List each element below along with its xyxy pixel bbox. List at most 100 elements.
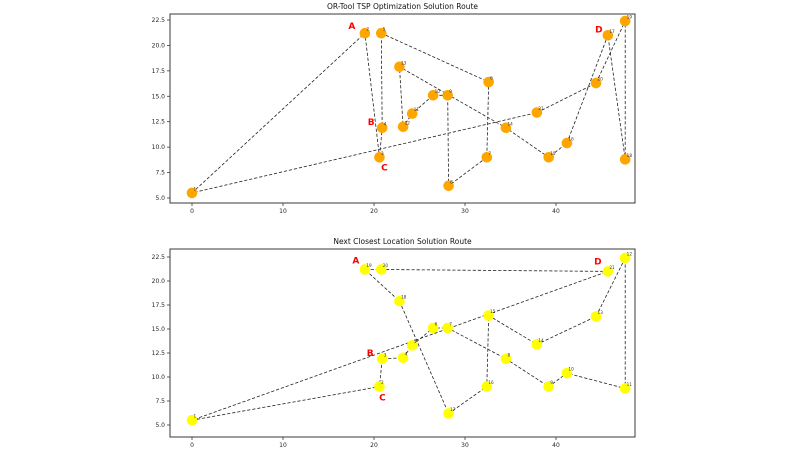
visit-order-label: 4	[405, 351, 408, 356]
visit-order-label: 6	[435, 322, 438, 327]
location-marker	[483, 76, 494, 88]
visit-order-label: 11	[627, 382, 633, 387]
visit-order-label: 5	[414, 339, 417, 344]
annotation-d: D	[595, 25, 602, 35]
bottom-plot-frame	[169, 248, 636, 438]
y-tick-label: 20.0	[152, 278, 166, 285]
visit-order-label: 6	[490, 76, 493, 81]
annotation-c: C	[379, 394, 386, 404]
y-tick-label: 12.5	[152, 119, 166, 126]
visit-order-label: 17	[450, 407, 456, 412]
location-marker	[375, 27, 387, 39]
x-tick-label: 40	[552, 208, 560, 215]
y-tick-label: 5.0	[155, 422, 165, 429]
visit-order-label: 10	[435, 89, 441, 94]
x-tick-label: 40	[552, 442, 560, 449]
x-tick-label: 20	[370, 442, 378, 449]
visit-order-label: 13	[401, 60, 407, 65]
x-tick-label: 0	[190, 442, 194, 449]
visit-order-label: 1	[194, 414, 197, 419]
visit-order-label: 12	[627, 251, 633, 256]
location-marker	[543, 381, 555, 392]
location-marker	[619, 15, 631, 27]
visit-order-label: 9	[449, 89, 452, 94]
visit-order-label: 12	[405, 120, 411, 125]
y-tick-label: 15.0	[152, 326, 166, 333]
y-tick-label: 10.0	[152, 144, 166, 151]
location-marker	[359, 264, 371, 275]
location-marker	[406, 340, 418, 351]
location-marker	[590, 311, 602, 322]
y-tick-label: 7.5	[155, 398, 165, 405]
y-tick-label: 12.5	[152, 350, 166, 357]
location-marker	[394, 295, 405, 307]
visit-order-label: 1	[194, 186, 197, 191]
visit-order-label: 10	[568, 367, 574, 372]
visit-order-label: 8	[450, 179, 453, 184]
annotation-b: B	[367, 349, 374, 359]
location-marker	[397, 352, 409, 364]
visit-order-label: 11	[414, 107, 420, 112]
visit-order-label: 3	[384, 352, 387, 357]
location-marker	[374, 381, 385, 392]
annotation-a: A	[352, 256, 359, 266]
visit-order-label: 20	[598, 77, 604, 82]
y-tick-label: 22.5	[152, 254, 166, 261]
y-tick-label: 20.0	[152, 42, 166, 49]
bottom-plot: Next Closest Location Solution Route 0 10 2…	[152, 237, 636, 449]
bottom-plot-route-path	[191, 257, 626, 421]
x-tick-label: 10	[279, 208, 287, 215]
visit-order-label: 9	[550, 380, 553, 385]
y-tick-label: 7.5	[155, 170, 165, 177]
location-marker	[376, 353, 388, 365]
y-tick-label: 15.0	[152, 93, 166, 100]
location-marker	[186, 187, 198, 199]
location-marker	[561, 137, 573, 149]
location-marker	[443, 408, 454, 419]
x-tick-label: 20	[370, 208, 378, 215]
location-marker	[406, 108, 418, 119]
visit-order-label: 18	[401, 295, 407, 300]
visit-order-label: 19	[366, 263, 372, 268]
visit-order-label: 2	[366, 27, 369, 32]
y-tick-label: 10.0	[152, 374, 166, 381]
visit-order-label: 18	[627, 153, 633, 158]
top-plot: OR-Tool TSP Optimization Solution Route 0…	[152, 2, 636, 215]
visit-order-label: 14	[507, 121, 513, 126]
visit-order-label: 4	[384, 121, 387, 126]
location-marker	[619, 383, 631, 394]
location-marker	[376, 122, 388, 134]
y-tick-label: 17.5	[152, 68, 166, 75]
location-marker	[602, 266, 614, 277]
annotation-a: A	[348, 22, 355, 32]
location-marker	[427, 322, 439, 334]
visit-order-label: 21	[538, 106, 544, 111]
location-marker	[427, 89, 439, 101]
visit-order-label: 13	[598, 310, 604, 315]
visit-order-label: 5	[383, 27, 386, 32]
location-marker	[619, 252, 631, 264]
location-marker	[394, 61, 405, 73]
location-marker	[619, 154, 631, 165]
location-marker	[374, 152, 385, 163]
visit-order-label: 3	[381, 151, 384, 156]
location-marker	[500, 122, 512, 134]
visit-order-label: 20	[383, 263, 389, 268]
x-tick-label: 30	[461, 208, 469, 215]
visit-order-label: 19	[627, 15, 633, 20]
location-marker	[483, 310, 494, 321]
visit-order-label: 2	[381, 380, 384, 385]
visit-order-label: 14	[538, 338, 544, 343]
bottom-plot-title: Next Closest Location Solution Route	[333, 237, 472, 246]
visit-order-label: 7	[488, 151, 491, 156]
top-plot-frame	[169, 13, 636, 204]
visit-order-label: 15	[490, 309, 496, 314]
location-marker	[602, 29, 614, 41]
visit-order-label: 16	[488, 380, 494, 385]
location-marker	[481, 152, 493, 163]
visit-order-label: 16	[568, 137, 574, 142]
y-tick-label: 17.5	[152, 302, 166, 309]
y-tick-label: 5.0	[155, 195, 165, 202]
